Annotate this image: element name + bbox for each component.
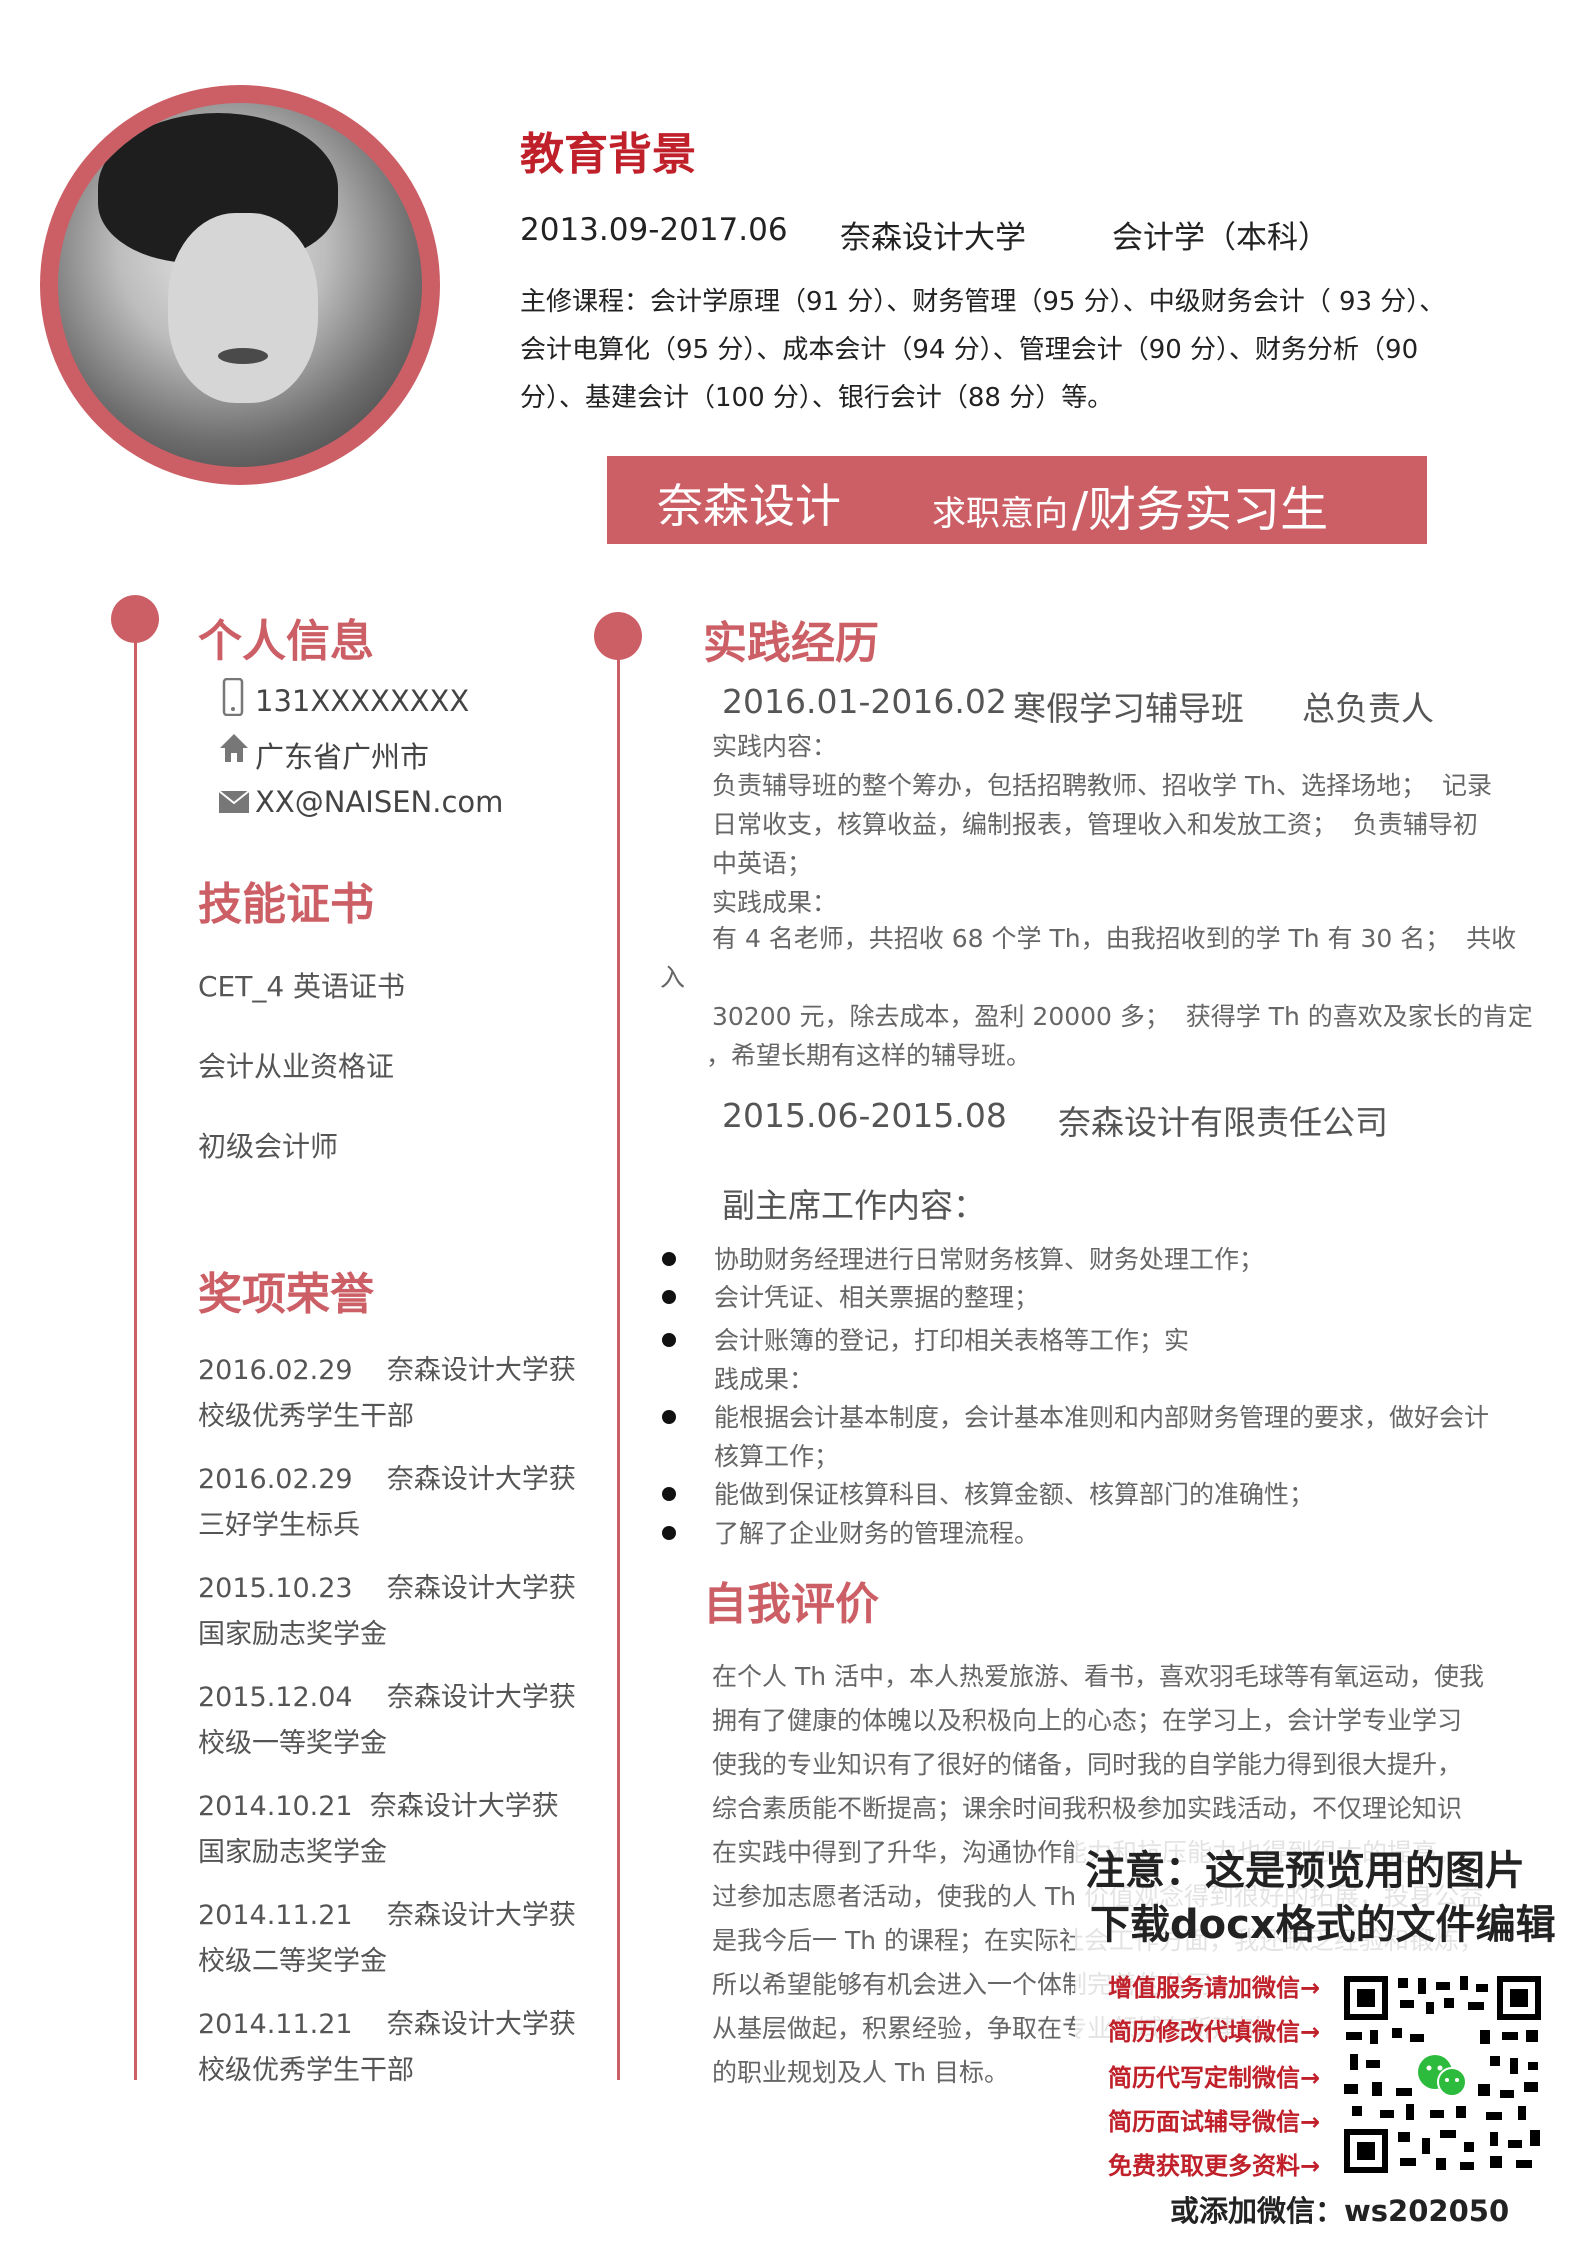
job1-org: 寒假学习辅导班 (1013, 689, 1244, 728)
personal-heading: 个人信息 (198, 616, 374, 667)
profile-photo (58, 103, 422, 467)
skills-heading: 技能证书 (198, 879, 374, 930)
practice-heading: 实践经历 (703, 618, 879, 669)
right-timeline-dot (594, 612, 642, 660)
bullet-dot (662, 1410, 676, 1424)
watermark-line1: 注意：这是预览用的图片 (1085, 1848, 1525, 1894)
education-major: 会计学（本科） (1112, 220, 1329, 256)
bullet-dot (662, 1333, 676, 1347)
job1-result-line: 入 (660, 963, 686, 992)
email: XX@NAISEN.com (255, 785, 504, 819)
awards-heading: 奖项荣誉 (198, 1269, 374, 1320)
job2-bullet: 了解了企业财务的管理流程。 (714, 1519, 1040, 1548)
award-item: 2016.02.29 奈森设计大学获 三好学生标兵 (198, 1464, 576, 1541)
watermark-footer: 或添加微信：ws202050 (1170, 2194, 1510, 2228)
education-school: 奈森设计大学 (840, 220, 1026, 256)
bullet-dot (662, 1526, 676, 1540)
award-item: 2014.11.21 奈森设计大学获 校级优秀学生干部 (198, 2009, 576, 2086)
mail-icon (218, 790, 250, 814)
right-timeline (617, 640, 620, 2080)
self-eval-heading: 自我评价 (703, 1579, 879, 1630)
job1-result-line: 有 4 名老师，共招收 68 个学 Th，由我招收到的学 Th 有 30 名； … (712, 924, 1517, 953)
job1-result-line: ，希望长期有这样的辅导班。 (706, 1041, 1032, 1070)
education-courses: 主修课程：会计学原理（91 分）、财务管理（95 分）、中级财务会计（ 93 分… (520, 278, 1450, 422)
phone-number: 131XXXXXXXX (255, 684, 470, 718)
watermark-line2: 下载docx格式的文件编辑 (1090, 1902, 1556, 1948)
courses-line: 会计电算化（95 分）、成本会计（94 分）、管理会计（90 分）、财务分析（9… (520, 335, 1419, 365)
job2-bullet: 能做到保证核算科目、核算金额、核算部门的准确性； (714, 1480, 1315, 1509)
left-timeline (134, 600, 137, 2080)
home-icon (218, 732, 250, 764)
intent-value: /财务实习生 (1072, 482, 1329, 538)
watermark-item: 增值服务请加微信→ (1108, 1974, 1321, 2002)
education-heading: 教育背景 (520, 129, 696, 180)
watermark-item: 简历代写定制微信→ (1108, 2064, 1321, 2092)
job1-result-label: 实践成果： (712, 888, 838, 917)
award-item: 2015.12.04 奈森设计大学获 校级一等奖学金 (198, 1682, 576, 1759)
skill-item: 初级会计师 (198, 1130, 339, 1163)
candidate-name: 奈森设计 (657, 479, 841, 533)
intent-label: 求职意向 (932, 494, 1068, 534)
phone-icon (222, 678, 244, 716)
job2-bullet: 能根据会计基本制度，会计基本准则和内部财务管理的要求，做好会计 核算工作； (714, 1403, 1490, 1471)
skill-item: CET_4 英语证书 (198, 970, 406, 1003)
watermark-item: 简历修改代填微信→ (1108, 2018, 1321, 2046)
address: 广东省广州市 (255, 740, 430, 774)
watermark-item: 免费获取更多资料→ (1108, 2152, 1321, 2180)
bullet-dot (662, 1487, 676, 1501)
left-timeline-dot (111, 595, 159, 643)
bullet-dot (662, 1290, 676, 1304)
job2-content-label: 副主席工作内容： (722, 1186, 986, 1225)
job2-period: 2015.06-2015.08 (722, 1096, 1007, 1135)
intent-banner: 奈森设计 求职意向 /财务实习生 (607, 456, 1427, 544)
qr-code-graphic (1340, 1972, 1545, 2177)
bullet-dot (662, 1252, 676, 1266)
courses-line: 主修课程：会计学原理（91 分）、财务管理（95 分）、中级财务会计（ 93 分… (520, 287, 1446, 317)
job2-org: 奈森设计有限责任公司 (1058, 1103, 1388, 1142)
job1-content: 负责辅导班的整个筹办，包括招聘教师、招收学 Th、选择场地； 记录 日常收支，核… (712, 771, 1492, 878)
skill-item: 会计从业资格证 (198, 1050, 395, 1083)
award-item: 2015.10.23 奈森设计大学获 国家励志奖学金 (198, 1573, 576, 1650)
job1-content-label: 实践内容： (712, 732, 838, 761)
award-item: 2014.10.21 奈森设计大学获 国家励志奖学金 (198, 1791, 559, 1868)
job2-bullet: 会计账簿的登记，打印相关表格等工作；实 践成果： (714, 1326, 1190, 1394)
qr-code (1340, 1972, 1545, 2177)
job1-period: 2016.01-2016.02 (722, 682, 1007, 721)
job1-role: 总负责人 (1302, 689, 1434, 728)
job2-bullet: 协助财务经理进行日常财务核算、财务处理工作； (714, 1245, 1265, 1274)
award-item: 2016.02.29 奈森设计大学获 校级优秀学生干部 (198, 1355, 576, 1432)
job1-result-line: 30200 元，除去成本，盈利 20000 多； 获得学 Th 的喜欢及家长的肯… (712, 1002, 1533, 1031)
job2-bullet: 会计凭证、相关票据的整理； (714, 1283, 1040, 1312)
courses-line: 分）、基建会计（100 分）、银行会计（88 分）等。 (520, 383, 1114, 413)
award-item: 2014.11.21 奈森设计大学获 校级二等奖学金 (198, 1900, 576, 1977)
education-period: 2013.09-2017.06 (520, 212, 788, 248)
watermark-item: 简历面试辅导微信→ (1108, 2108, 1321, 2136)
